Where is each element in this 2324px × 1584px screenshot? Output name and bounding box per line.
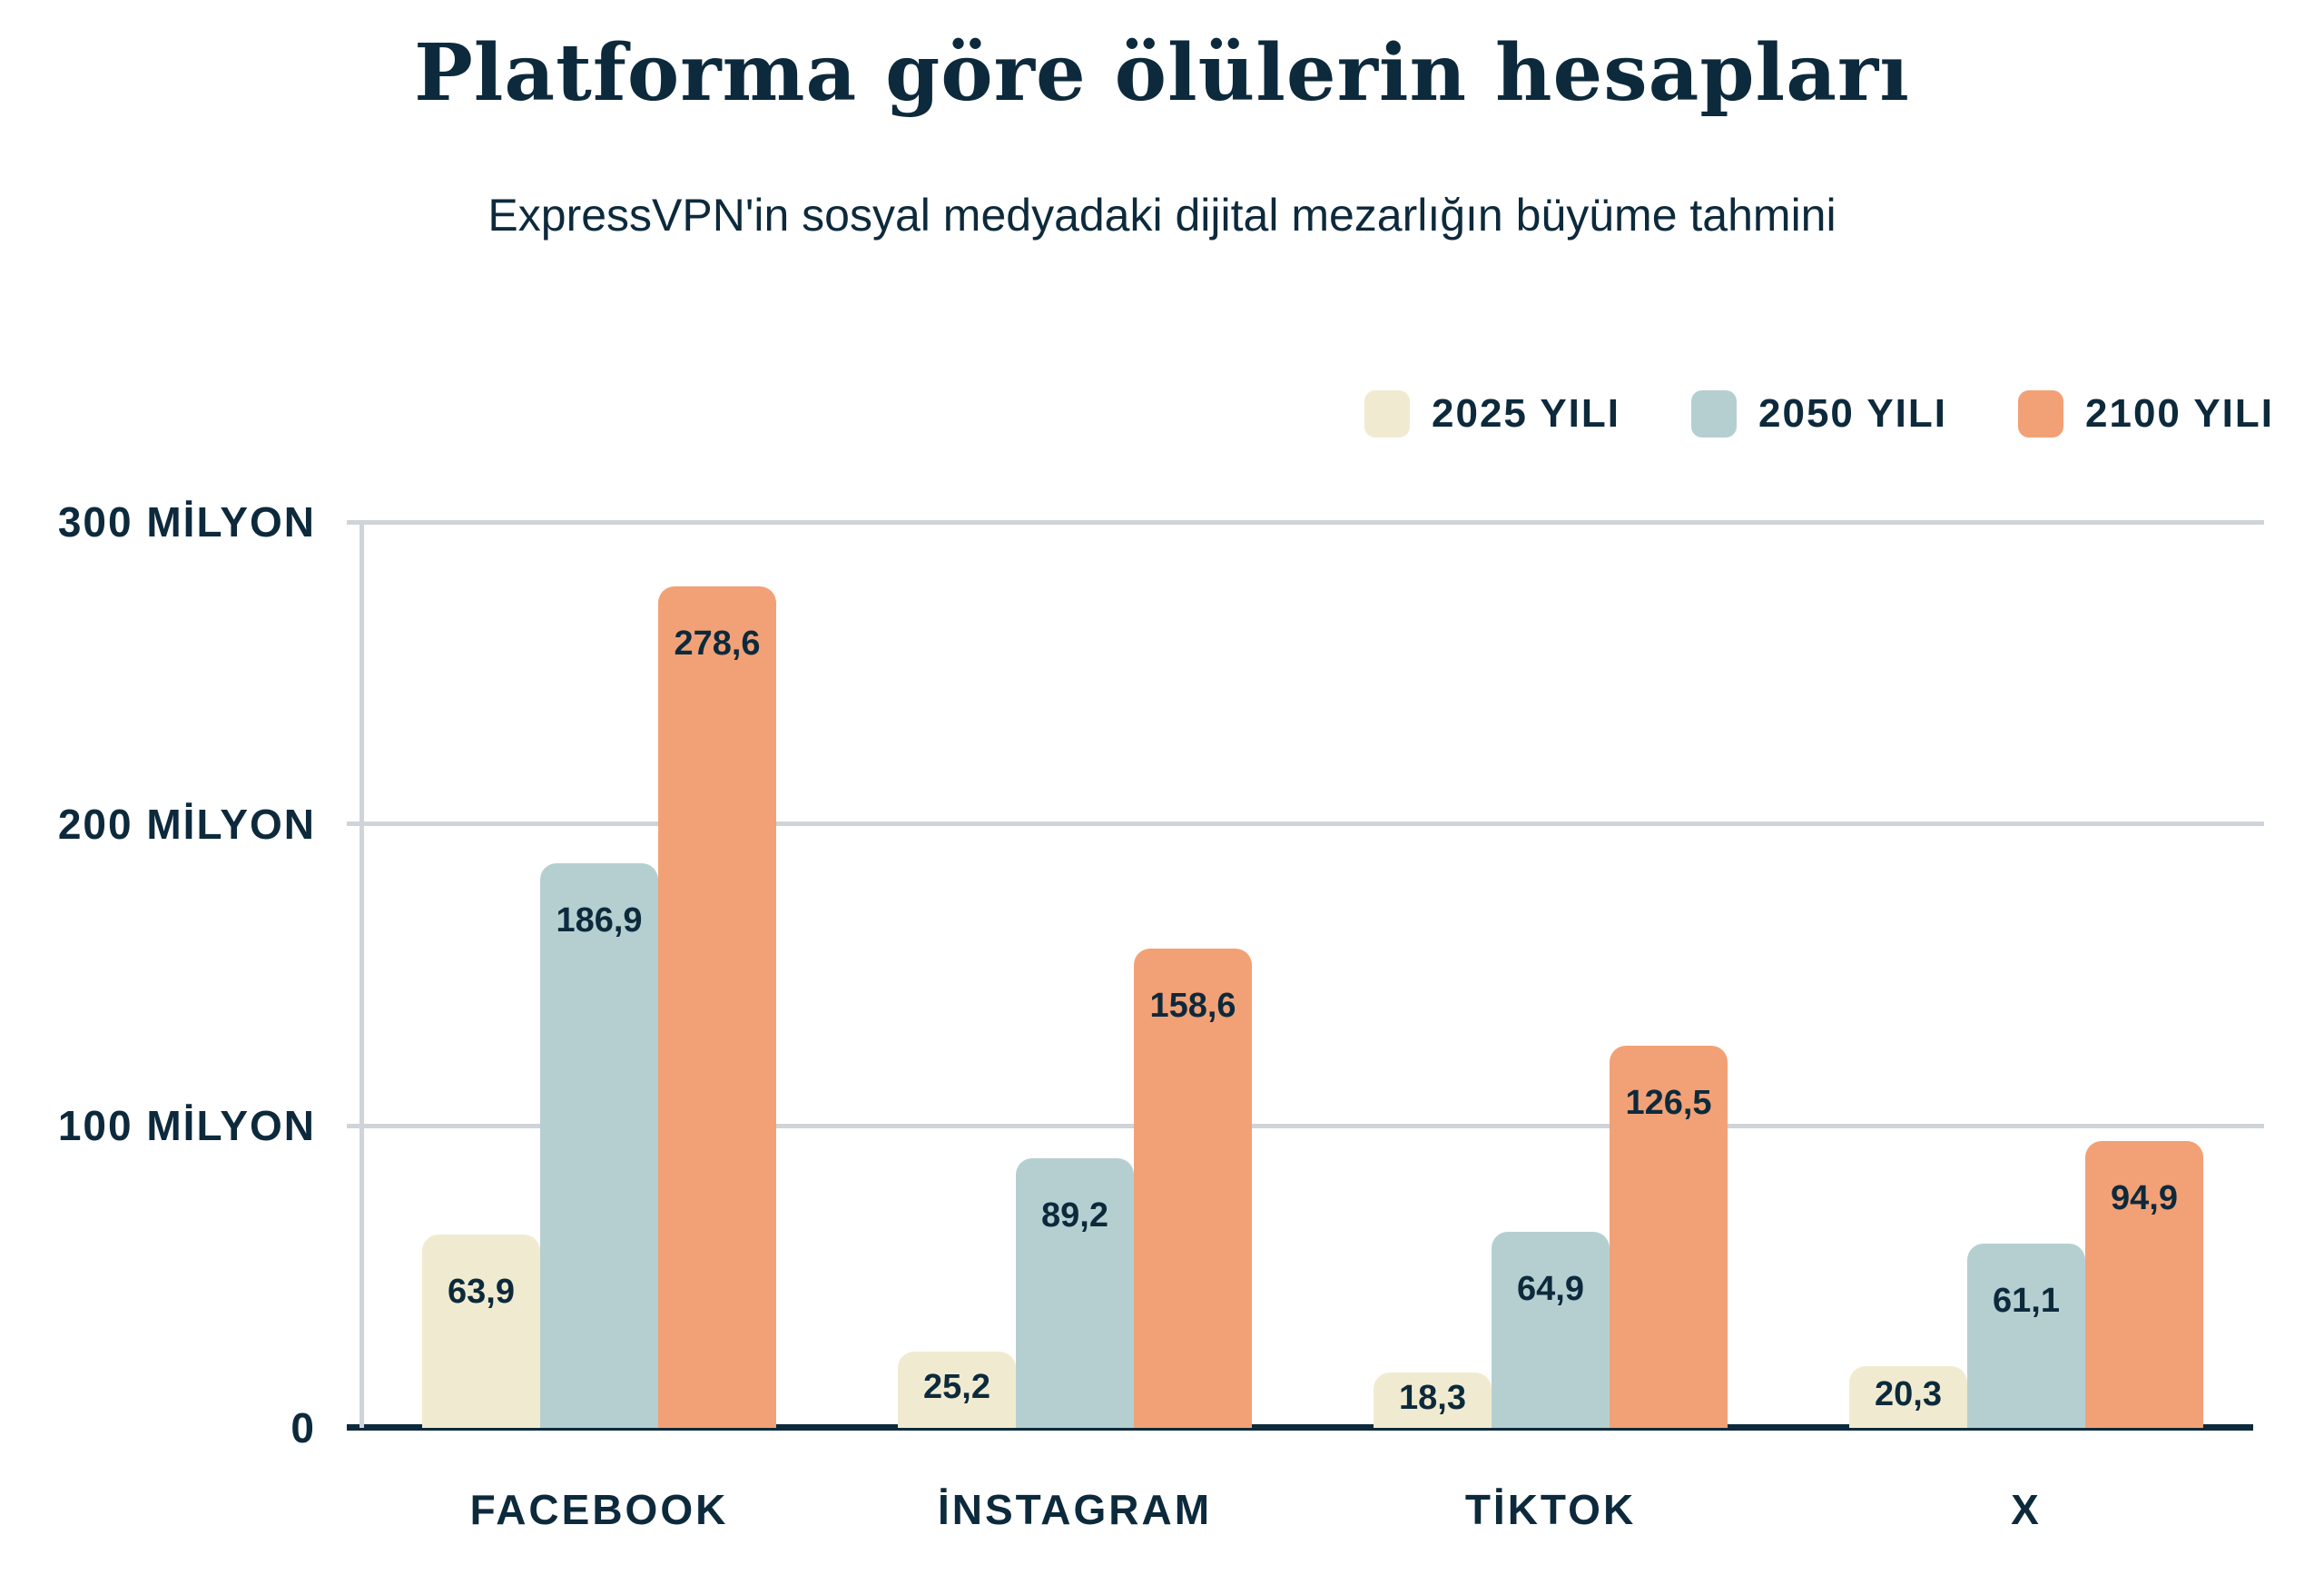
bar-value-label: 61,1 [1993,1281,2060,1320]
legend-swatch-icon [1364,390,1410,438]
legend-label: 2050 YILI [1758,391,1947,436]
x-axis-category-label: X [2011,1486,2042,1533]
bar-value-label: 64,9 [1517,1270,1584,1309]
bar-group-facebook: 63,9 186,9 278,6 FACEBOOK [361,522,837,1533]
legend-item: 2100 YILI [2018,390,2274,438]
bar-value-label: 25,2 [923,1368,990,1407]
legend-label: 2025 YILI [1432,391,1620,436]
bar: 186,9 [540,863,658,1428]
legend-swatch-icon [1691,390,1737,438]
bar: 61,1 [1967,1243,2085,1428]
y-axis-line [359,524,364,1428]
bar-value-label: 126,5 [1625,1084,1712,1123]
bar-value-label: 94,9 [2111,1179,2178,1218]
y-axis-tick-label: 100 MİLYON [57,1102,316,1150]
bar: 18,3 [1374,1372,1492,1428]
bar: 126,5 [1610,1046,1728,1428]
bar: 25,2 [898,1352,1016,1428]
legend-label: 2100 YILI [2085,391,2274,436]
bar: 89,2 [1016,1158,1134,1428]
chart-subtitle: ExpressVPN'in sosyal medyadaki dijital m… [487,190,1837,241]
bar: 64,9 [1492,1232,1610,1428]
legend-swatch-icon [2018,390,2063,438]
bar-value-label: 186,9 [556,901,643,940]
bar: 20,3 [1849,1366,1967,1428]
gridline [347,1123,2264,1128]
bar-value-label: 89,2 [1041,1196,1108,1235]
x-axis-line [347,1424,2253,1431]
bar: 63,9 [422,1235,540,1428]
legend-item: 2050 YILI [1691,390,1947,438]
bar: 158,6 [1134,949,1252,1428]
bar-group-i̇nstagram: 25,2 89,2 158,6 İNSTAGRAM [837,522,1313,1533]
bar-value-label: 63,9 [448,1273,515,1312]
y-axis-tick-label: 300 MİLYON [57,498,316,546]
gridline [347,822,2264,827]
bar-chart-plot-area: 300 MİLYON 200 MİLYON 100 MİLYON 0 63,9 186,9… [58,501,2264,1533]
bar: 278,6 [658,586,776,1428]
y-axis-tick-label: 0 [290,1404,316,1451]
gridline [347,519,2264,525]
chart-title: Platforma göre ölülerin hesapları [414,27,1910,119]
bar-value-label: 158,6 [1149,987,1236,1026]
x-axis-category-label: TİKTOK [1464,1486,1637,1533]
legend-item: 2025 YILI [1364,390,1620,438]
bar-value-label: 20,3 [1875,1375,1942,1414]
bar-group-ti̇ktok: 18,3 64,9 126,5 TİKTOK [1313,522,1788,1533]
legend: 2025 YILI 2050 YILI 2100 YILI [1364,390,2274,438]
x-axis-category-label: FACEBOOK [469,1486,729,1533]
bar-value-label: 18,3 [1399,1378,1466,1417]
bar-value-label: 278,6 [674,625,761,664]
bar: 94,9 [2085,1141,2203,1428]
x-axis-category-label: İNSTAGRAM [937,1486,1213,1533]
y-axis-tick-label: 200 MİLYON [57,800,316,848]
bar-group-x: 20,3 61,1 94,9 X [1788,522,2264,1533]
